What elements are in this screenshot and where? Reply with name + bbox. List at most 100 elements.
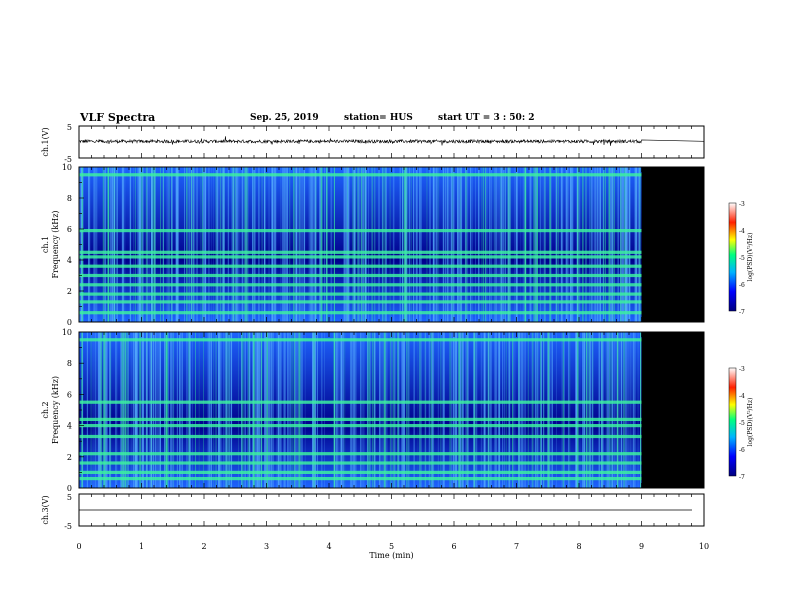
sferic-streak (393, 332, 395, 488)
sferic-streak (426, 167, 428, 322)
sferic-streak (420, 167, 422, 322)
sferic-streak (203, 332, 204, 488)
sferic-streak (331, 167, 333, 322)
sferic-streak (620, 167, 621, 322)
sferic-streak (596, 167, 598, 322)
sferic-streak (430, 332, 432, 488)
sferic-streak (590, 167, 593, 322)
y-tick-label: 4 (67, 422, 72, 431)
sferic-streak (130, 332, 132, 488)
sferic-streak (589, 332, 590, 488)
sferic-streak (483, 332, 485, 488)
frequency-band (79, 250, 642, 254)
sferic-streak (493, 167, 495, 322)
sferic-streak (283, 332, 285, 488)
sferic-streak (149, 332, 150, 488)
sferic-streak (281, 167, 284, 322)
ch1-spectrogram (79, 167, 704, 322)
sferic-streak (244, 332, 246, 488)
sferic-streak (284, 332, 286, 488)
y-tick-label: 10 (62, 328, 72, 337)
sferic-streak (107, 167, 109, 322)
sferic-streak (590, 332, 591, 488)
sferic-streak (466, 167, 468, 322)
sferic-streak (151, 167, 153, 322)
sferic-streak (475, 332, 477, 488)
ch2-no-data (641, 332, 704, 488)
sferic-streak (509, 167, 511, 322)
sferic-streak (622, 167, 624, 322)
y-tick-label: 5 (67, 123, 72, 132)
sferic-streak (324, 332, 325, 488)
sferic-streak (607, 332, 608, 488)
sferic-streak (108, 167, 110, 322)
sferic-streak (382, 167, 384, 322)
sferic-streak (568, 332, 570, 488)
sferic-streak (468, 332, 469, 488)
sferic-streak (503, 167, 504, 322)
sferic-streak (577, 332, 579, 488)
x-tick-label: 7 (514, 542, 519, 551)
sferic-streak (623, 332, 625, 488)
sferic-streak (533, 167, 535, 322)
figure-title: VLF Spectra (80, 111, 156, 124)
sferic-streak (408, 167, 411, 322)
sferic-streak (389, 332, 391, 488)
sferic-streak (165, 332, 167, 488)
sferic-streak (344, 167, 346, 322)
sferic-streak (265, 332, 267, 488)
x-tick-label: 10 (699, 542, 709, 551)
sferic-streak (347, 167, 349, 322)
sferic-streak (432, 167, 435, 322)
sferic-streak (192, 167, 194, 322)
sferic-streak (184, 167, 186, 322)
ch2-spectrogram (79, 332, 704, 488)
sferic-streak (429, 167, 431, 322)
sferic-streak (186, 332, 188, 488)
sferic-streak (404, 167, 406, 322)
sferic-streak (360, 332, 361, 488)
sferic-streak (335, 332, 337, 488)
sferic-streak (285, 167, 286, 322)
sferic-streak (357, 167, 359, 322)
frequency-band (79, 264, 642, 268)
sferic-streak (634, 167, 637, 322)
sferic-streak (220, 332, 222, 488)
sferic-streak (611, 332, 613, 488)
sferic-streak (93, 167, 95, 322)
sferic-streak (344, 167, 347, 322)
sferic-streak (588, 332, 590, 488)
sferic-streak (319, 167, 321, 322)
sferic-streak (337, 332, 339, 488)
sferic-streak (520, 167, 522, 322)
sferic-streak (355, 167, 356, 322)
sferic-streak (145, 332, 147, 488)
sferic-streak (507, 167, 510, 322)
sferic-streak (302, 332, 303, 488)
sferic-streak (365, 167, 367, 322)
y-tick-label: 0 (67, 484, 72, 493)
sferic-streak (374, 167, 375, 322)
sferic-streak (521, 332, 524, 488)
y-tick-label: 8 (67, 359, 72, 368)
sferic-streak (408, 167, 411, 322)
sferic-streak (272, 332, 274, 488)
sferic-streak (411, 167, 412, 322)
sferic-streak (444, 167, 446, 322)
sferic-streak (315, 167, 317, 322)
sferic-streak (589, 167, 591, 322)
sferic-streak (260, 332, 263, 488)
sferic-streak (507, 167, 510, 322)
sferic-streak (459, 332, 462, 488)
sferic-streak (532, 332, 534, 488)
sferic-streak (535, 167, 537, 322)
sferic-streak (277, 332, 280, 488)
sferic-streak (578, 167, 580, 322)
sferic-streak (455, 332, 457, 488)
y-tick-label: 4 (67, 256, 72, 265)
sferic-streak (372, 332, 374, 488)
sferic-streak (583, 332, 585, 488)
sferic-streak (202, 167, 205, 322)
sferic-streak (628, 167, 629, 322)
